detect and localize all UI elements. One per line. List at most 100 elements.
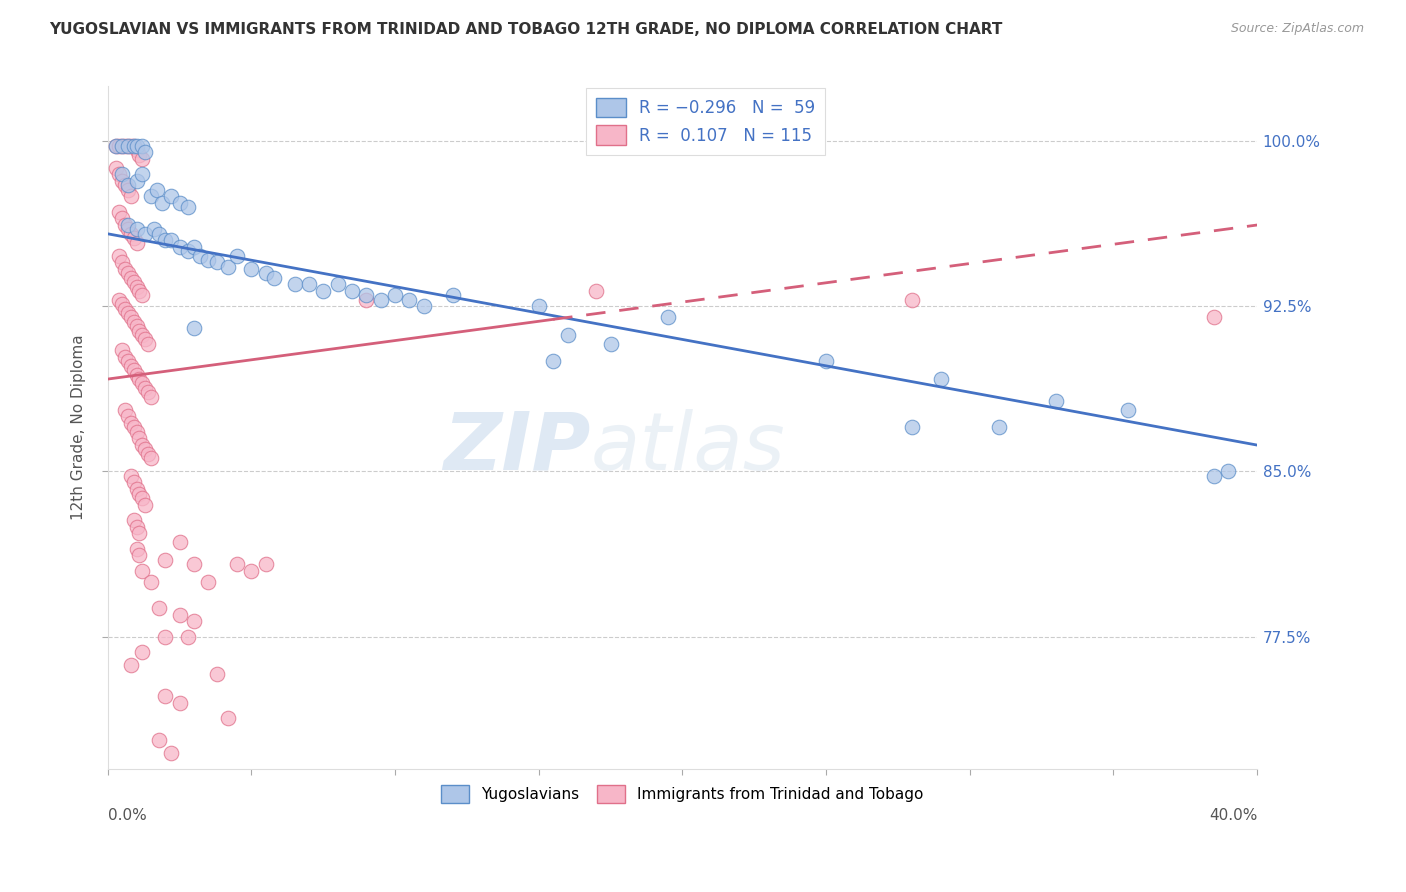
Text: YUGOSLAVIAN VS IMMIGRANTS FROM TRINIDAD AND TOBAGO 12TH GRADE, NO DIPLOMA CORREL: YUGOSLAVIAN VS IMMIGRANTS FROM TRINIDAD … — [49, 22, 1002, 37]
Point — [150, 196, 173, 211]
Point — [197, 253, 219, 268]
Point — [148, 227, 170, 241]
Point — [134, 333, 156, 347]
Point — [134, 498, 156, 512]
Point — [108, 138, 131, 153]
Point — [398, 293, 420, 307]
Point — [136, 385, 159, 400]
Point — [111, 297, 134, 311]
Point — [111, 343, 134, 358]
Point — [117, 267, 139, 281]
Point — [117, 138, 139, 153]
Point — [139, 390, 162, 404]
Point — [929, 372, 952, 386]
Point — [120, 658, 142, 673]
Point — [122, 315, 145, 329]
Point — [139, 451, 162, 466]
Point — [105, 138, 128, 153]
Point — [117, 138, 139, 153]
Point — [120, 469, 142, 483]
Point — [117, 354, 139, 368]
Point — [111, 211, 134, 226]
Point — [1045, 394, 1067, 409]
Point — [111, 168, 134, 182]
Point — [527, 300, 550, 314]
Point — [815, 354, 838, 368]
Point — [122, 231, 145, 245]
Point — [125, 541, 148, 556]
Point — [105, 138, 128, 153]
Point — [125, 138, 148, 153]
Point — [125, 519, 148, 533]
Point — [114, 262, 136, 277]
Point — [987, 420, 1010, 434]
Point — [384, 288, 406, 302]
Text: atlas: atlas — [591, 409, 786, 487]
Point — [134, 227, 156, 241]
Point — [120, 310, 142, 325]
Point — [217, 260, 239, 274]
Point — [128, 324, 150, 338]
Point — [148, 601, 170, 615]
Point — [125, 222, 148, 236]
Point — [177, 630, 200, 644]
Point — [226, 557, 249, 571]
Point — [541, 354, 564, 368]
Point — [122, 475, 145, 490]
Point — [254, 557, 277, 571]
Point — [370, 293, 392, 307]
Point — [131, 152, 153, 166]
Point — [111, 255, 134, 269]
Point — [599, 336, 621, 351]
Point — [142, 222, 165, 236]
Point — [139, 574, 162, 589]
Point — [240, 564, 263, 578]
Point — [131, 376, 153, 391]
Point — [120, 270, 142, 285]
Point — [183, 557, 205, 571]
Point — [131, 491, 153, 505]
Point — [122, 138, 145, 153]
Point — [108, 293, 131, 307]
Point — [120, 359, 142, 373]
Point — [901, 293, 924, 307]
Point — [122, 275, 145, 289]
Point — [254, 267, 277, 281]
Point — [122, 363, 145, 377]
Point — [177, 244, 200, 259]
Point — [122, 420, 145, 434]
Point — [117, 306, 139, 320]
Point — [169, 696, 191, 710]
Point — [136, 336, 159, 351]
Point — [263, 270, 285, 285]
Point — [120, 189, 142, 203]
Point — [108, 249, 131, 263]
Point — [122, 138, 145, 153]
Point — [128, 486, 150, 500]
Point — [111, 174, 134, 188]
Point — [114, 350, 136, 364]
Point — [205, 255, 228, 269]
Point — [155, 689, 177, 703]
Point — [111, 138, 134, 153]
Point — [128, 147, 150, 161]
Point — [340, 284, 363, 298]
Text: 40.0%: 40.0% — [1209, 808, 1257, 823]
Point — [128, 432, 150, 446]
Point — [128, 284, 150, 298]
Point — [117, 222, 139, 236]
Point — [117, 218, 139, 232]
Point — [412, 300, 434, 314]
Point — [240, 262, 263, 277]
Point — [128, 548, 150, 562]
Point — [298, 277, 321, 292]
Point — [169, 240, 191, 254]
Point — [111, 138, 134, 153]
Point — [1202, 310, 1225, 325]
Point — [155, 552, 177, 566]
Point — [108, 204, 131, 219]
Point — [183, 240, 205, 254]
Text: Source: ZipAtlas.com: Source: ZipAtlas.com — [1230, 22, 1364, 36]
Point — [226, 249, 249, 263]
Point — [441, 288, 464, 302]
